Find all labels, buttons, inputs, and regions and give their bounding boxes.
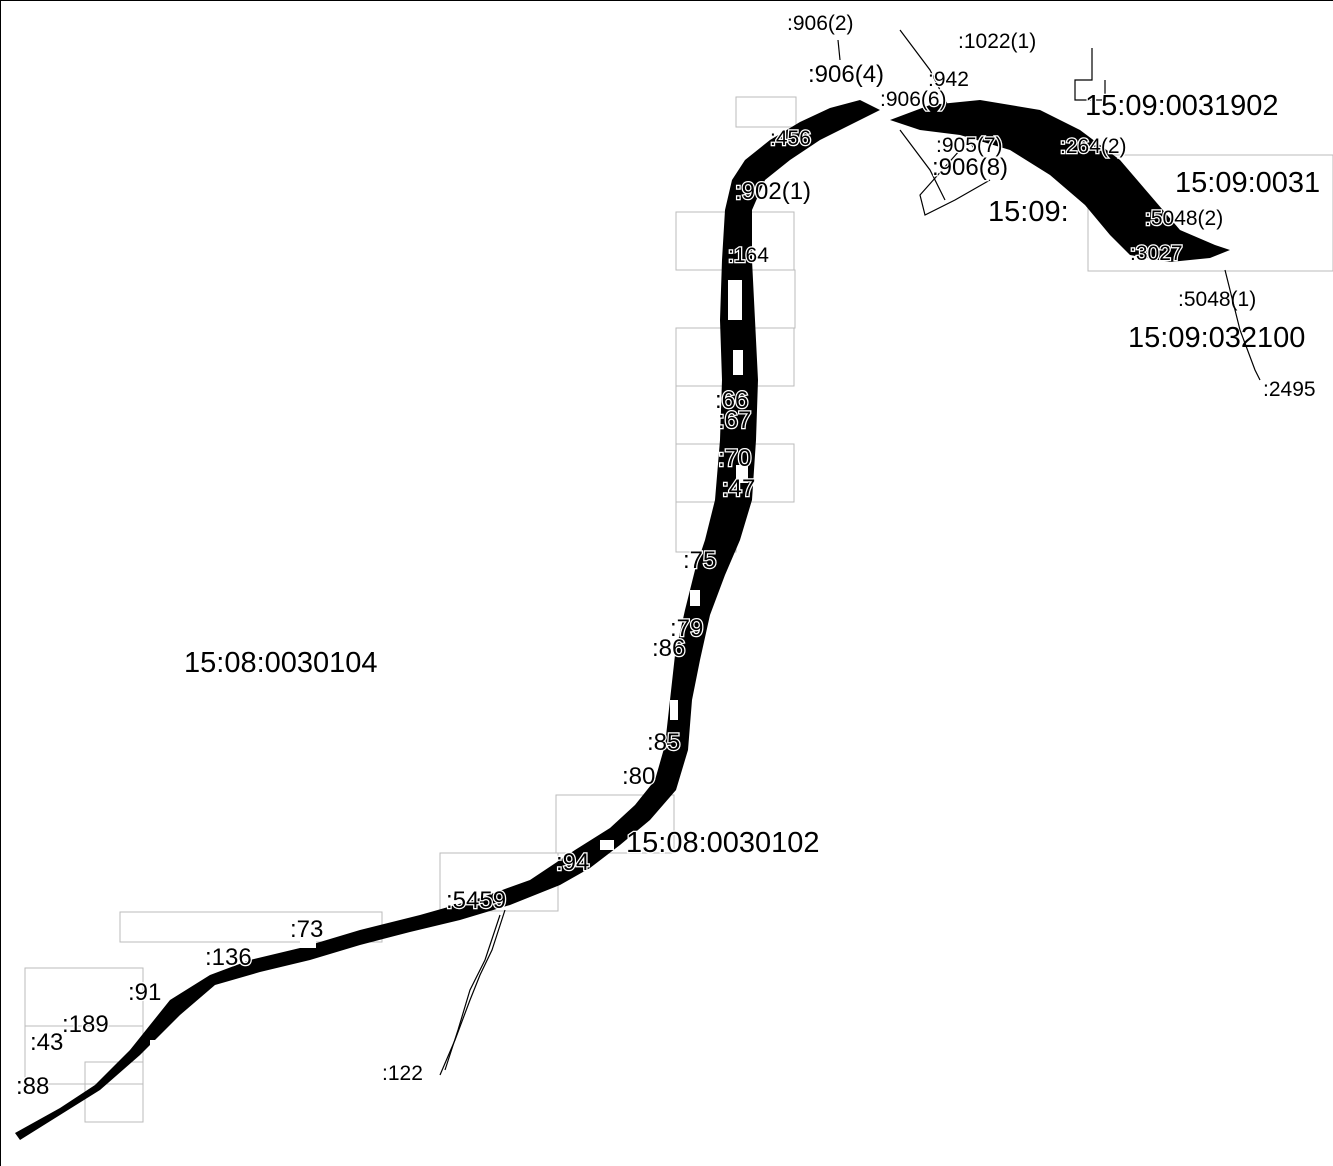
plot-label-94: :94 (556, 849, 589, 876)
leader-line (899, 129, 946, 201)
plot-label-122: :122 (382, 1062, 423, 1085)
parcel-label-15-08-0030104: 15:08:0030104 (184, 647, 378, 679)
parcel-label-15-08-0030102: 15:08:0030102 (626, 827, 820, 859)
leader-line (1074, 48, 1106, 101)
speckle (150, 1040, 162, 1048)
speckle (600, 840, 614, 850)
ribbon-segment (890, 100, 1230, 262)
plot-label-91: :91 (128, 979, 161, 1006)
parcel-label-15-09-032100: 15:09:032100 (1128, 322, 1305, 354)
parcel-outline (555, 794, 675, 854)
leader-line (444, 914, 501, 1071)
plot-label-456: :456 (770, 127, 811, 150)
speckle (300, 940, 316, 948)
plot-label-906-4: :906(4) (808, 61, 884, 88)
speckle (733, 350, 743, 375)
speckle (728, 280, 742, 320)
plot-label-902-1: :902(1) (735, 178, 811, 205)
corridor-ribbon (15, 100, 1230, 1140)
plot-label-942: :942 (928, 68, 969, 91)
parcel-label-15-09-left: 15:09: (988, 196, 1069, 228)
parcel-outline (1087, 154, 1333, 272)
plot-label-80: :80 (622, 763, 655, 790)
plot-label-5048-2: :5048(2) (1145, 207, 1223, 230)
speckle (690, 590, 700, 606)
plot-label-2495: :2495 (1263, 378, 1316, 401)
plot-label-5459: :5459 (446, 887, 506, 914)
plot-label-79: :79 (670, 615, 703, 642)
leader-line (439, 909, 506, 1076)
plot-label-75: :75 (683, 547, 716, 574)
speckle (736, 465, 748, 483)
plot-label-3027: :3027 (1130, 242, 1183, 265)
leader-line (837, 39, 841, 61)
leader-line (899, 29, 976, 151)
parcel-label-15-09-right: 15:09:0031 (1175, 167, 1320, 199)
leader-lines (439, 29, 1261, 1076)
plot-label-189: :189 (62, 1011, 109, 1038)
parcel-outline (24, 1025, 144, 1085)
plot-label-70: :70 (718, 445, 751, 472)
plot-label-47: :47 (722, 475, 755, 502)
plot-label-906-8: :906(8) (932, 154, 1008, 181)
parcel-label-15-09-0031902: 15:09:0031902 (1085, 90, 1279, 122)
plot-label-136: :136 (205, 944, 252, 971)
plot-label-164: :164 (728, 244, 769, 267)
plot-label-67: :67 (718, 407, 751, 434)
plot-label-906-6: :906(6) (880, 88, 947, 111)
plot-label-86: :86 (652, 635, 685, 662)
speckle (670, 700, 678, 720)
plot-label-43: :43 (30, 1029, 63, 1056)
ribbon-speckle (150, 280, 748, 1048)
plot-label-73: :73 (290, 916, 323, 943)
plot-label-5048-1: :5048(1) (1178, 288, 1256, 311)
ribbon-segment (15, 100, 880, 1140)
leader-line (1224, 269, 1261, 381)
plot-label-906-2: :906(2) (787, 12, 854, 35)
plot-label-88: :88 (16, 1073, 49, 1100)
plot-label-66: :66 (715, 387, 748, 414)
plot-label-264-2: :264(2) (1060, 135, 1127, 158)
plot-label-85: :85 (647, 729, 680, 756)
parcel-outline (735, 96, 797, 128)
leader-line (919, 149, 991, 216)
plot-label-905-7: :905(7) (936, 134, 1003, 157)
plot-label-1022-1: :1022(1) (958, 30, 1036, 53)
